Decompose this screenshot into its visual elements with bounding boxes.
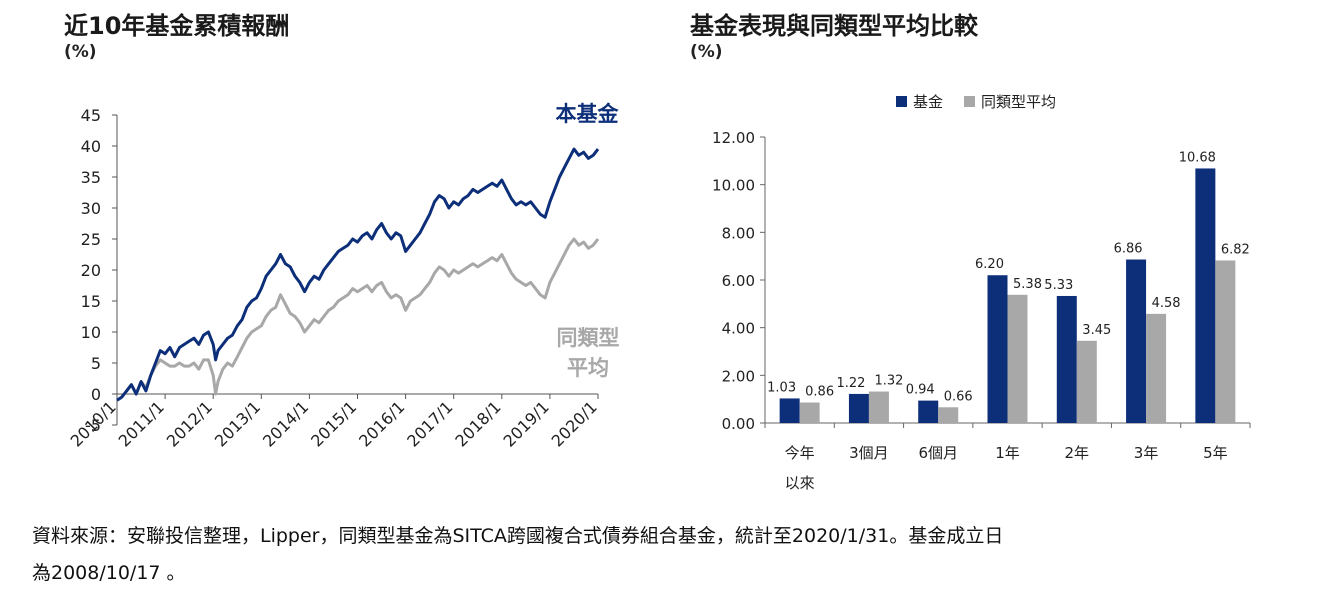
bar-category-label: 以來 [785,474,815,492]
line-x-tick-label: 2012/1 [163,397,216,450]
bar-y-tick-label: 10.00 [712,177,755,195]
fund-bar-value-label: 6.86 [1114,242,1143,257]
fund-bar [848,393,869,423]
line-y-tick-label: 10 [81,323,101,342]
legend-peer-label: 同類型平均 [981,93,1056,111]
line-y-tick-label: 0 [91,385,101,404]
line-y-tick-label: 35 [81,168,101,187]
peer-series-label-line1: 同類型 [557,326,620,350]
fund-bar [1195,168,1216,423]
bar-y-tick-label: 12.00 [712,129,755,147]
bar-chart-unit: (%) [690,42,723,62]
legend-fund-swatch [896,96,907,107]
peer-bar-value-label: 0.86 [805,385,834,400]
fund-bar [1056,295,1077,423]
fund-bar-value-label: 1.22 [836,376,865,391]
bar-category-label: 3個月 [849,444,889,462]
fund-bar-value-label: 6.20 [975,257,1004,272]
line-chart-title: 近10年基金累積報酬 [64,12,290,40]
line-x-tick-label: 2020/1 [548,397,601,450]
line-chart-unit: (%) [64,42,97,62]
peer-bar-value-label: 5.38 [1013,277,1042,292]
peer-bar-value-label: 3.45 [1082,323,1111,338]
bar-category-label: 今年 [785,444,815,462]
bar-category-label: 5年 [1203,444,1228,462]
peer-bar-value-label: 6.82 [1221,242,1250,257]
bar-y-tick-label: 4.00 [722,320,755,338]
line-x-tick-label: 2016/1 [355,397,408,450]
fund-bar [1126,259,1147,423]
line-y-tick-label: 40 [81,137,101,156]
legend-fund-label: 基金 [913,93,943,111]
line-x-tick-label: 2017/1 [403,397,456,450]
fund-bar [918,400,939,423]
bar-category-label: 2年 [1065,444,1090,462]
peer-average-bar [799,402,820,423]
bar-y-tick-label: 2.00 [722,367,755,385]
line-y-tick-label: 15 [81,292,101,311]
bar-category-label: 3年 [1134,444,1159,462]
footnote: 資料來源：安聯投信整理，Lipper，同類型基金為SITCA跨國複合式債券組合基… [32,518,1322,592]
peer-bar-value-label: 1.32 [874,374,903,389]
peer-average-bar [1076,340,1097,423]
line-y-tick-label: 20 [81,261,101,280]
bar-y-tick-label: 0.00 [722,415,755,433]
fund-bar [779,398,800,423]
fund-bar-value-label: 5.33 [1044,278,1073,293]
peer-average-bar [1215,260,1236,423]
line-x-tick-label: 2019/1 [499,397,552,450]
charts-canvas: 454035302520151050-52010/12011/12012/120… [67,93,1251,492]
bar-category-label: 6個月 [918,444,958,462]
footnote-line-2: 為2008/10/17 。 [32,562,186,584]
fund-bar-value-label: 1.03 [767,380,796,395]
peer-average-bar [868,391,889,423]
peer-series-label-line2: 平均 [567,356,609,380]
peer-bar-value-label: 4.58 [1152,296,1181,311]
bar-y-tick-label: 6.00 [722,272,755,290]
peer-average-bar [938,407,959,423]
footnote-line-1: 資料來源：安聯投信整理，Lipper，同類型基金為SITCA跨國複合式債券組合基… [32,525,1004,547]
fund-bar [987,275,1008,423]
line-y-tick-label: 30 [81,199,101,218]
fund-bar-value-label: 0.94 [906,383,935,398]
line-x-tick-label: 2015/1 [307,397,360,450]
line-chart: 454035302520151050-52010/12011/12012/120… [67,102,620,451]
peer-average-bar [1146,313,1167,423]
fund-bar-value-label: 10.68 [1179,150,1216,165]
bar-y-tick-label: 8.00 [722,224,755,242]
line-y-tick-label: 25 [81,230,101,249]
fund-series-label: 本基金 [556,102,620,126]
bar-chart-title: 基金表現與同類型平均比較 [690,12,978,40]
legend-peer-swatch [964,96,975,107]
line-y-tick-label: 45 [81,106,101,125]
line-y-tick-label: -5 [85,416,101,435]
peer-average-bar [1007,294,1028,423]
line-x-tick-label: 2018/1 [451,397,504,450]
bar-category-label: 1年 [995,444,1020,462]
bar-legend: 基金 同類型平均 [896,93,1056,111]
fund-line [116,147,600,402]
line-y-tick-label: 5 [91,354,101,373]
peer-bar-value-label: 0.66 [944,389,973,404]
line-x-tick-label: 2010/1 [67,397,120,450]
peer-average-line [116,237,600,402]
line-x-tick-label: 2014/1 [259,397,312,450]
line-x-tick-label: 2011/1 [115,397,168,450]
line-x-tick-label: 2013/1 [211,397,264,450]
